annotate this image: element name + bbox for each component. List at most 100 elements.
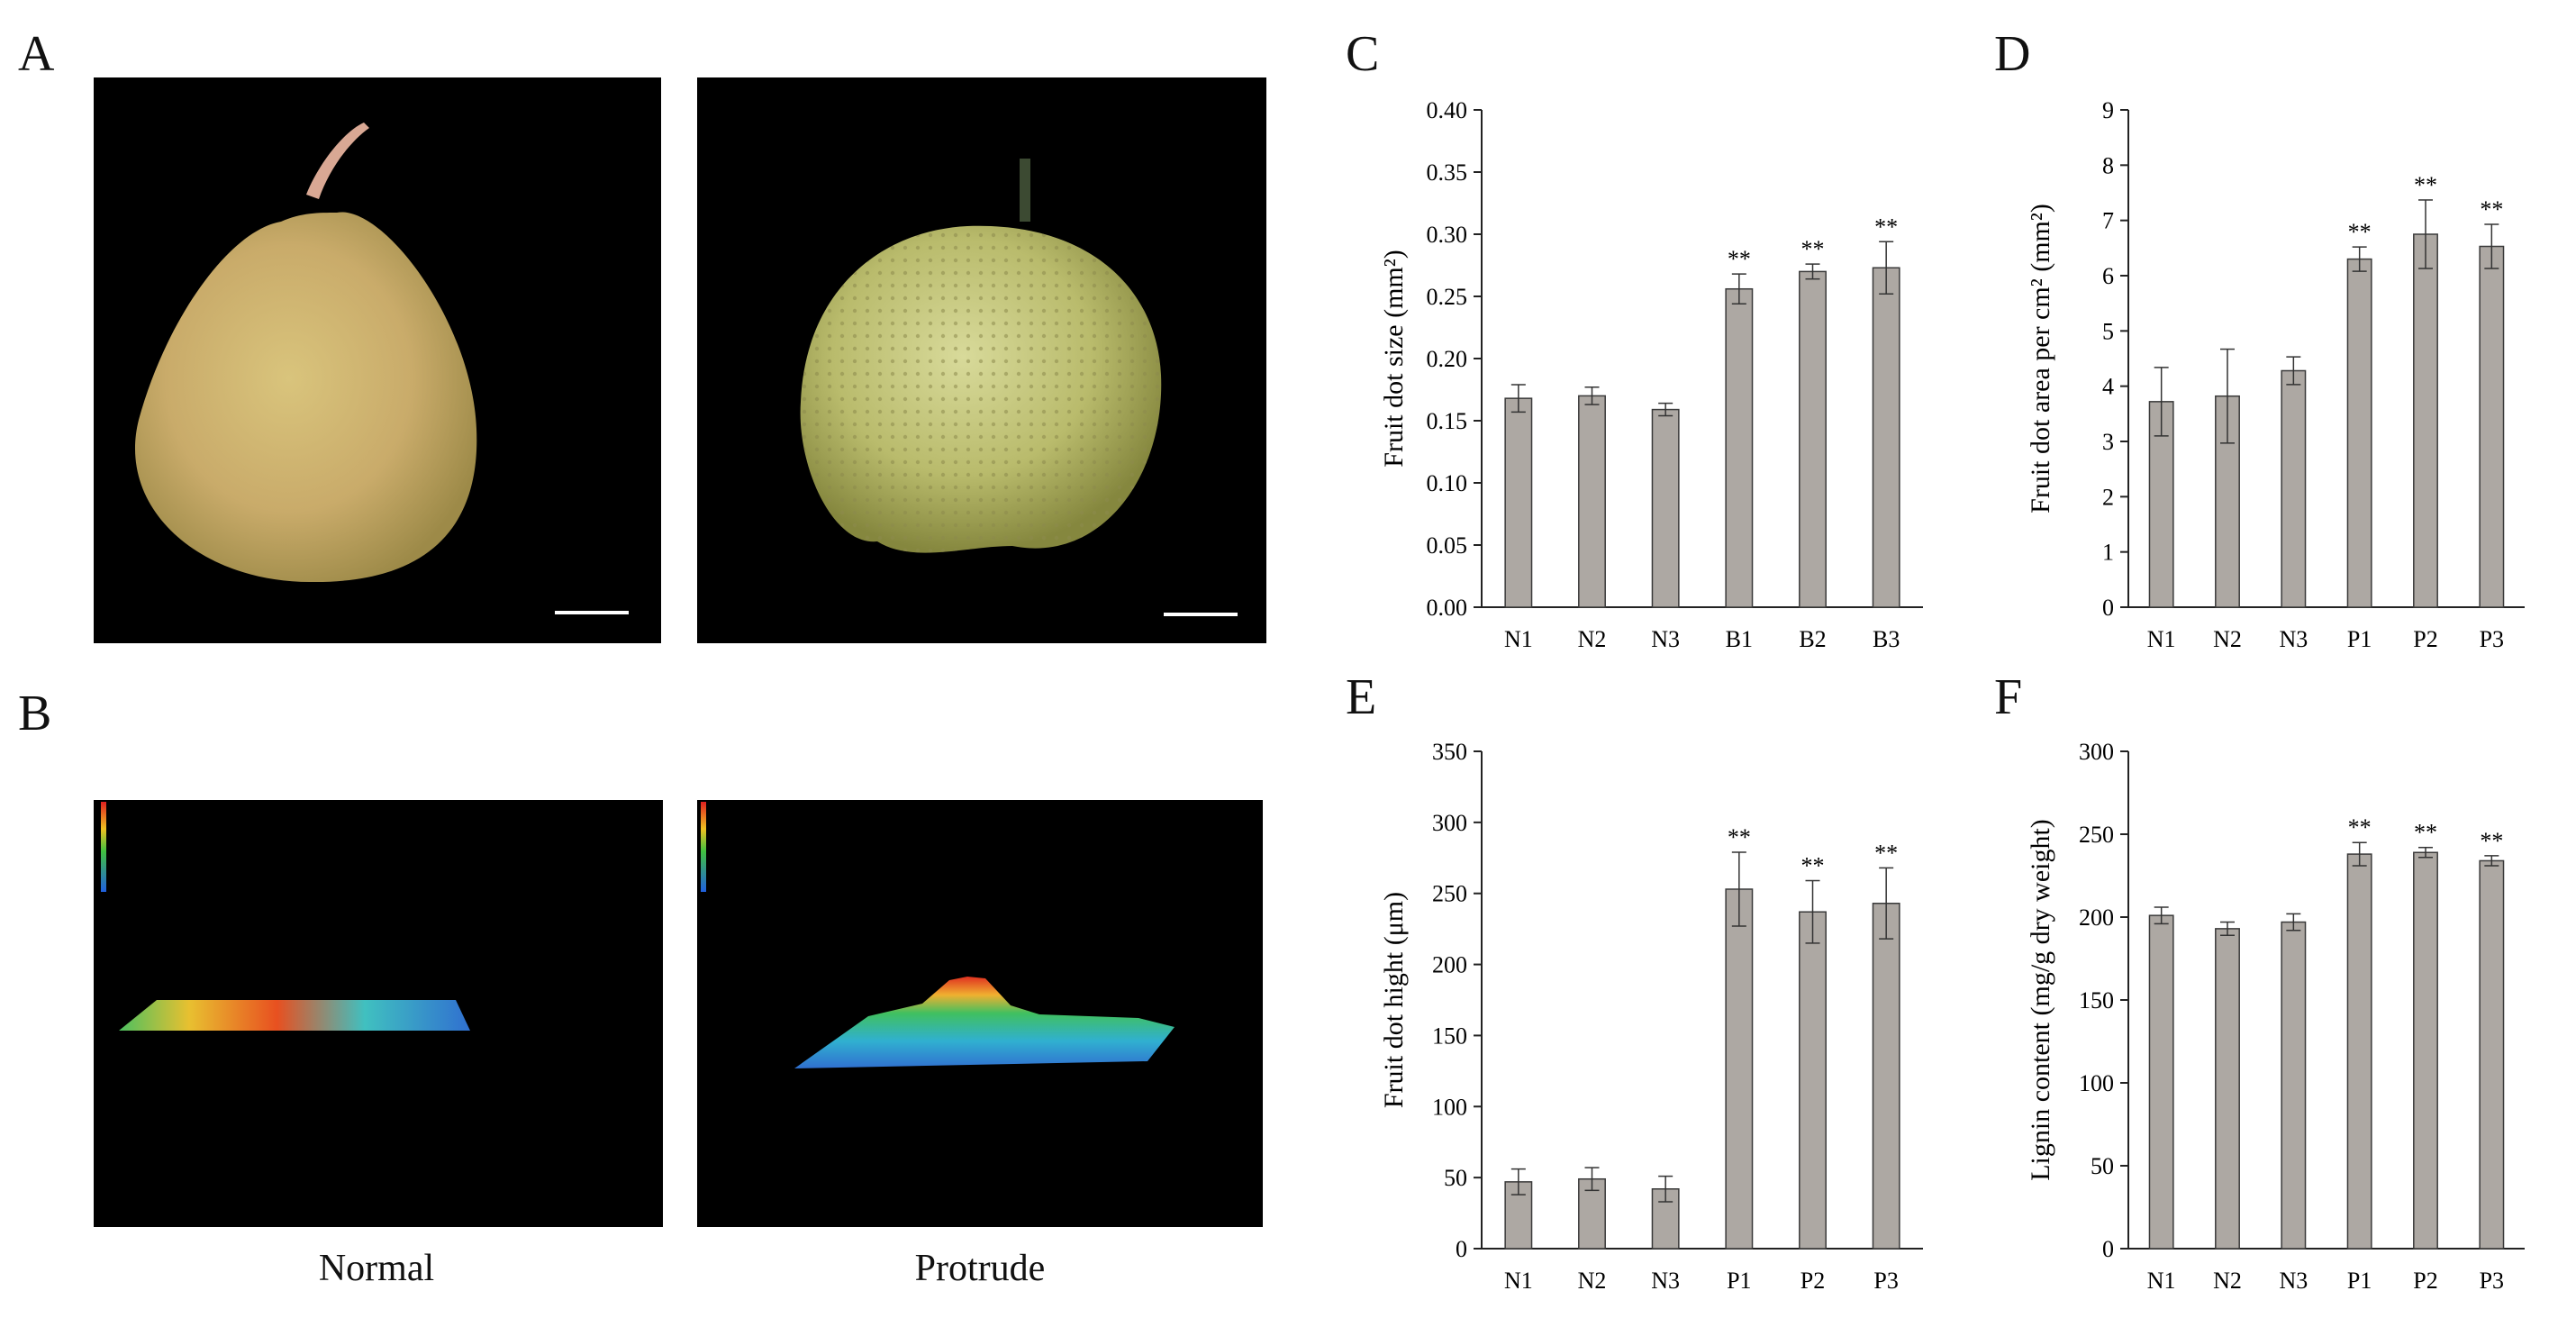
protrude-surface [794,977,1175,1068]
y-tick-label: 100 [1432,1094,1467,1120]
y-tick-label: 350 [1432,739,1467,765]
x-tick-label: N1 [1504,1268,1533,1294]
protrude-pear-photo [697,77,1266,643]
bar-b3 [1872,267,1900,608]
significance-marker: ** [1874,840,1898,866]
x-tick-label: P1 [1727,1268,1751,1294]
y-tick-label: 0.10 [1427,470,1468,496]
y-tick-label: 6 [2102,263,2114,289]
color-legend [701,802,706,892]
x-tick-label: N2 [2213,1268,2242,1294]
y-tick-label: 200 [1432,952,1467,978]
chart-fruit-dot-height: 0 50 100 150 200 250 300 350 Fruit dot hight (μm… [1379,739,1923,1294]
x-tick-label: P3 [1873,1268,1898,1294]
y-tick-label: 0.15 [1427,408,1468,434]
y-tick-label: 250 [2079,822,2114,848]
y-axis-label: Lignin content (mg/g dry weight) [2026,819,2055,1181]
normal-surface-scan [94,800,663,1227]
y-tick-label: 2 [2102,484,2114,510]
normal-pear-image [134,123,629,614]
y-tick-label: 0 [1456,1236,1467,1262]
x-tick-label: N1 [2147,1268,2176,1294]
significance-marker: ** [1728,824,1751,850]
y-tick-label: 0.05 [1427,532,1468,559]
x-tick-label: B1 [1726,626,1753,652]
y-tick-label: 150 [2079,987,2114,1013]
y-tick-label: 150 [1432,1023,1467,1049]
bar-p2 [2413,851,2438,1250]
significance-marker: ** [2348,814,2372,841]
y-tick-label: 0.25 [1427,284,1468,310]
y-tick-label: 1 [2102,540,2114,566]
x-tick-label: N3 [1651,1268,1680,1294]
panel-letter-a: A [18,26,55,82]
x-tick-label: N3 [2279,626,2308,652]
color-legend [101,802,106,892]
panel-letter-c: C [1346,26,1380,82]
bar-p1 [1725,888,1754,1250]
bar-b2 [1799,270,1827,608]
y-tick-label: 3 [2102,429,2114,455]
protrude-pear-image [800,159,1238,616]
significance-marker: ** [1801,236,1825,262]
x-tick-label: N2 [1578,626,1607,652]
y-tick-label: 0.00 [1427,595,1468,621]
protrude-pear-stem [1020,159,1030,222]
y-tick-label: 0.20 [1427,346,1468,372]
protrude-surface-scan [697,800,1263,1227]
x-tick-label: P2 [2413,626,2437,652]
x-tick-label: B3 [1873,626,1900,652]
x-tick-label: N1 [1504,626,1533,652]
protrude-surface-image [701,802,1175,1068]
x-tick-label: B2 [1799,626,1826,652]
chart-fruit-dot-area: 0 1 2 3 4 5 6 7 8 9 Fruit dot area per cm² (mm²) N1… [2026,97,2525,652]
y-tick-label: 7 [2102,208,2114,234]
y-tick-label: 4 [2102,374,2114,400]
bar-n2 [2215,928,2240,1250]
chart-lignin-content: 0 50 100 150 200 250 300 Lignin content (mg/g d… [2026,739,2525,1294]
normal-pear-stem [306,123,369,199]
significance-marker: ** [2414,172,2437,198]
bar-n3 [1651,1188,1680,1250]
y-tick-label: 300 [2079,739,2114,765]
bar-p1 [2346,258,2372,608]
bar-n3 [1651,408,1680,608]
significance-marker: ** [2348,219,2372,245]
panel-letter-e: E [1346,669,1377,725]
chart-fruit-dot-size: 0.00 0.05 0.10 0.15 0.20 0.25 0.30 0.35 0.40 Frui… [1379,97,1923,652]
bar-b1 [1725,287,1754,608]
y-tick-label: 50 [2091,1153,2114,1179]
y-tick-label: 50 [1444,1165,1467,1191]
caption-protrude: Protrude [914,1248,1046,1289]
x-tick-label: P1 [2347,626,2372,652]
y-axis-label: Fruit dot area per cm² (mm²) [2026,204,2055,514]
significance-marker: ** [1801,853,1825,879]
panel-letter-b: B [18,686,52,741]
bar-n2 [1578,395,1606,608]
bar-n1 [2148,914,2174,1250]
caption-normal: Normal [318,1248,435,1289]
y-tick-label: 5 [2102,318,2114,344]
bar-p3 [2479,859,2505,1250]
y-tick-label: 100 [2079,1070,2114,1096]
y-tick-label: 0 [2102,595,2114,621]
x-tick-label: P3 [2480,626,2504,652]
x-tick-label: N3 [1651,626,1680,652]
y-tick-label: 0.35 [1427,159,1468,186]
x-tick-label: N2 [1578,1268,1607,1294]
y-tick-label: 300 [1432,810,1467,836]
y-tick-label: 200 [2079,904,2114,931]
panel-letter-d: D [1994,26,2031,82]
bar-p3 [2479,245,2505,608]
y-tick-label: 9 [2102,97,2114,123]
x-tick-label: P1 [2347,1268,2372,1294]
bar-p2 [1799,911,1827,1250]
significance-marker: ** [1728,246,1751,272]
bar-p2 [2413,233,2438,608]
bar-p3 [1872,903,1900,1250]
y-tick-label: 0 [2102,1236,2114,1262]
protrude-pear-dots [800,225,1162,553]
significance-marker: ** [2480,828,2503,854]
x-tick-label: P2 [2413,1268,2437,1294]
significance-marker: ** [2414,820,2437,846]
